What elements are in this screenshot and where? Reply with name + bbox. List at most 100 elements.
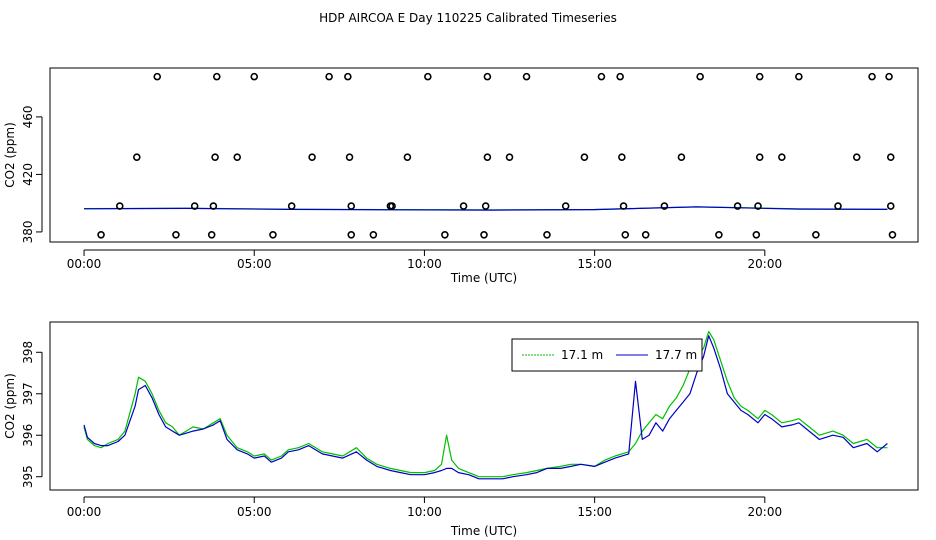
calibration-point	[852, 153, 861, 161]
x-tick-label: 05:00	[237, 257, 272, 271]
x-tick-label: 15:00	[577, 257, 612, 271]
x-axis: 00:00 05:00 10:00 15:00 20:00	[67, 496, 783, 519]
calibration-point	[211, 153, 219, 161]
x-tick-label: 15:00	[577, 505, 612, 519]
x-axis-label: Time (UTC)	[450, 271, 517, 285]
chart-title: HDP AIRCOA E Day 110225 Calibrated Times…	[319, 11, 617, 25]
calibration-point	[677, 153, 686, 161]
legend: 17.1 m 17.7 m	[511, 338, 703, 372]
series-line-17-7-m	[83, 335, 888, 480]
calibration-point	[269, 231, 277, 239]
calibration-point	[733, 202, 742, 210]
calibration-point	[287, 202, 296, 210]
calibration-point	[325, 72, 333, 81]
panel-timeseries: 00:00 05:00 10:00 15:00 20:00 395 396 397 398 T…	[3, 321, 919, 538]
calibration-point	[483, 153, 492, 161]
x-tick-label: 00:00	[67, 505, 102, 519]
calibration-point	[597, 72, 606, 81]
panel-calibration: 00:00 05:00 10:00 15:00 20:00 380 420 460 Time…	[3, 67, 919, 285]
y-tick-label: 396	[21, 424, 35, 447]
x-tick-label: 10:00	[407, 505, 442, 519]
y-axis: 380 420 460	[21, 105, 43, 243]
calibration-points	[97, 72, 897, 239]
calibration-point	[212, 72, 221, 81]
calibration-point	[812, 231, 820, 239]
calibration-point	[885, 72, 893, 81]
calibration-point	[543, 231, 551, 239]
calibration-point	[308, 153, 316, 161]
y-axis-label: CO2 (ppm)	[3, 122, 17, 188]
x-tick-label: 10:00	[407, 257, 442, 271]
calibration-point	[424, 72, 432, 81]
calibration-point	[621, 231, 630, 239]
calibration-point	[795, 72, 803, 81]
calibration-point	[233, 153, 242, 161]
legend-label-blue: 17.7 m	[655, 348, 697, 362]
calibration-point	[347, 231, 356, 239]
series-lines	[83, 206, 888, 211]
calibration-point	[886, 202, 895, 210]
calibration-point	[481, 202, 490, 210]
calibration-point	[660, 202, 669, 210]
calibration-point	[172, 231, 180, 239]
plot-frame	[49, 67, 919, 243]
calibration-point	[190, 202, 199, 210]
calibration-point	[115, 202, 124, 210]
calibration-point	[619, 202, 628, 210]
calibration-point	[483, 72, 492, 81]
calibration-point	[441, 231, 449, 239]
calibration-point	[345, 153, 354, 161]
calibration-point	[755, 153, 764, 161]
calibration-point	[715, 231, 723, 239]
calibration-point	[618, 153, 626, 161]
calibration-point	[153, 72, 162, 81]
y-tick-label: 395	[21, 465, 35, 488]
calibration-point	[886, 153, 895, 161]
series-line-17-1-m	[83, 330, 888, 478]
x-axis: 00:00 05:00 10:00 15:00 20:00	[67, 249, 783, 271]
y-axis: 395 396 397 398	[21, 341, 43, 488]
y-tick-label: 397	[21, 382, 35, 405]
y-tick-label: 420	[21, 163, 35, 186]
calibration-point	[97, 231, 105, 239]
calibration-point	[641, 231, 650, 239]
calibration-point	[616, 72, 624, 81]
calibration-point	[778, 153, 786, 161]
legend-label-green: 17.1 m	[561, 348, 603, 362]
calibration-point	[347, 202, 356, 210]
x-tick-label: 00:00	[67, 257, 102, 271]
calibration-point	[561, 202, 570, 210]
calibration-point	[480, 231, 488, 239]
calibration-point	[755, 72, 764, 81]
calibration-point	[752, 231, 761, 239]
calibration-point	[754, 202, 762, 210]
calibration-point	[888, 231, 897, 239]
x-tick-label: 20:00	[748, 505, 783, 519]
calibration-point	[505, 153, 514, 161]
calibration-point	[344, 72, 352, 81]
calibration-point	[403, 153, 412, 161]
calibration-point	[133, 153, 141, 161]
x-tick-label: 05:00	[237, 505, 272, 519]
calibration-point	[369, 231, 378, 239]
calibration-point	[207, 231, 216, 239]
calibration-point	[580, 153, 589, 161]
calibration-point	[459, 202, 468, 210]
x-axis-label: Time (UTC)	[450, 524, 517, 538]
calibration-point	[522, 72, 531, 81]
calibration-point	[834, 202, 842, 210]
y-tick-label: 398	[21, 341, 35, 364]
calibration-point	[388, 202, 396, 210]
y-axis-label: CO2 (ppm)	[3, 373, 17, 439]
x-tick-label: 20:00	[748, 257, 783, 271]
calibration-point	[250, 72, 259, 81]
calibration-point	[209, 202, 218, 210]
calibration-point	[868, 72, 876, 81]
plot-frame	[49, 321, 919, 491]
series-line-17-7-m	[83, 206, 888, 211]
calibration-point	[696, 72, 704, 81]
y-tick-label: 380	[21, 220, 35, 243]
series-lines	[83, 330, 888, 480]
y-tick-label: 460	[21, 105, 35, 128]
